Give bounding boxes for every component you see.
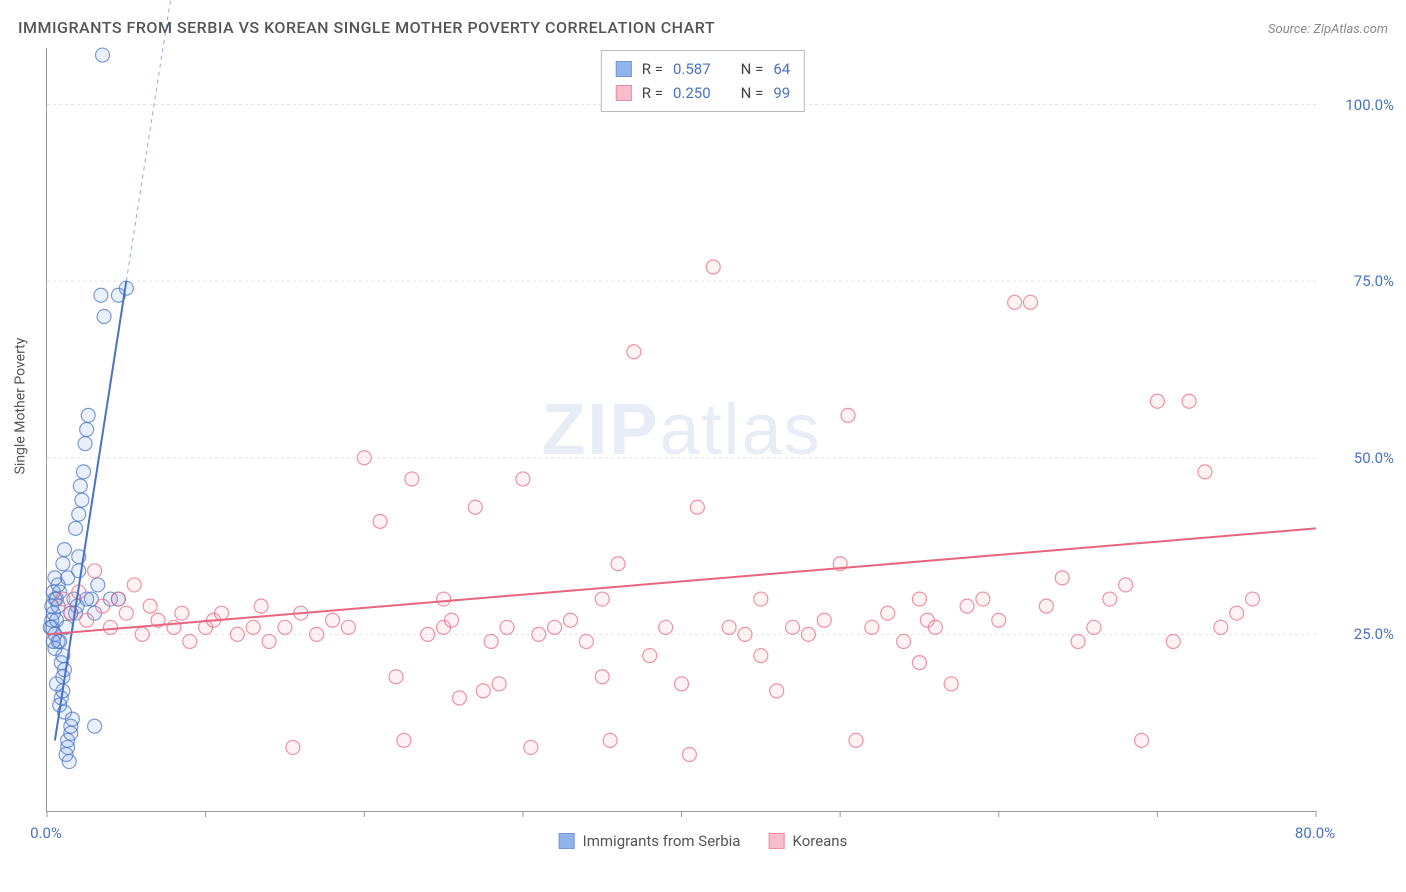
chart-header: IMMIGRANTS FROM SERBIA VS KOREAN SINGLE … (18, 18, 1388, 37)
legend-label-serbia: Immigrants from Serbia (583, 832, 741, 850)
r-value-koreans: 0.250 (673, 81, 711, 105)
n-label: N = (741, 57, 764, 81)
swatch-serbia (616, 61, 632, 77)
source-attribution: Source: ZipAtlas.com (1268, 22, 1388, 37)
n-value-serbia: 64 (773, 57, 790, 81)
x-tick-label: 80.0% (1295, 824, 1335, 842)
swatch-koreans-bottom (768, 833, 784, 849)
stats-row-koreans: R = 0.250 N = 99 (616, 81, 790, 105)
legend-item-koreans: Koreans (768, 832, 847, 850)
y-tick-label: 75.0% (1324, 272, 1394, 290)
r-label: R = (642, 57, 663, 81)
chart-svg (47, 48, 1316, 811)
stats-row-serbia: R = 0.587 N = 64 (616, 57, 790, 81)
swatch-serbia-bottom (559, 833, 575, 849)
bottom-legend: Immigrants from Serbia Koreans (559, 832, 848, 850)
n-label-2: N = (741, 81, 764, 105)
y-tick-label: 50.0% (1324, 449, 1394, 467)
y-axis-label: Single Mother Poverty (12, 338, 28, 475)
plot-area: ZIPatlas (46, 48, 1316, 812)
r-value-serbia: 0.587 (673, 57, 711, 81)
x-tick-label: 0.0% (30, 824, 62, 842)
r-label-2: R = (642, 81, 663, 105)
legend-item-serbia: Immigrants from Serbia (559, 832, 741, 850)
n-value-koreans: 99 (773, 81, 790, 105)
y-tick-label: 100.0% (1324, 96, 1394, 114)
legend-label-koreans: Koreans (792, 832, 847, 850)
stats-legend: R = 0.587 N = 64 R = 0.250 N = 99 (601, 50, 805, 112)
swatch-koreans (616, 85, 632, 101)
y-axis-label-wrap: Single Mother Poverty (8, 0, 32, 812)
chart-title: IMMIGRANTS FROM SERBIA VS KOREAN SINGLE … (18, 18, 715, 37)
y-tick-label: 25.0% (1324, 625, 1394, 643)
